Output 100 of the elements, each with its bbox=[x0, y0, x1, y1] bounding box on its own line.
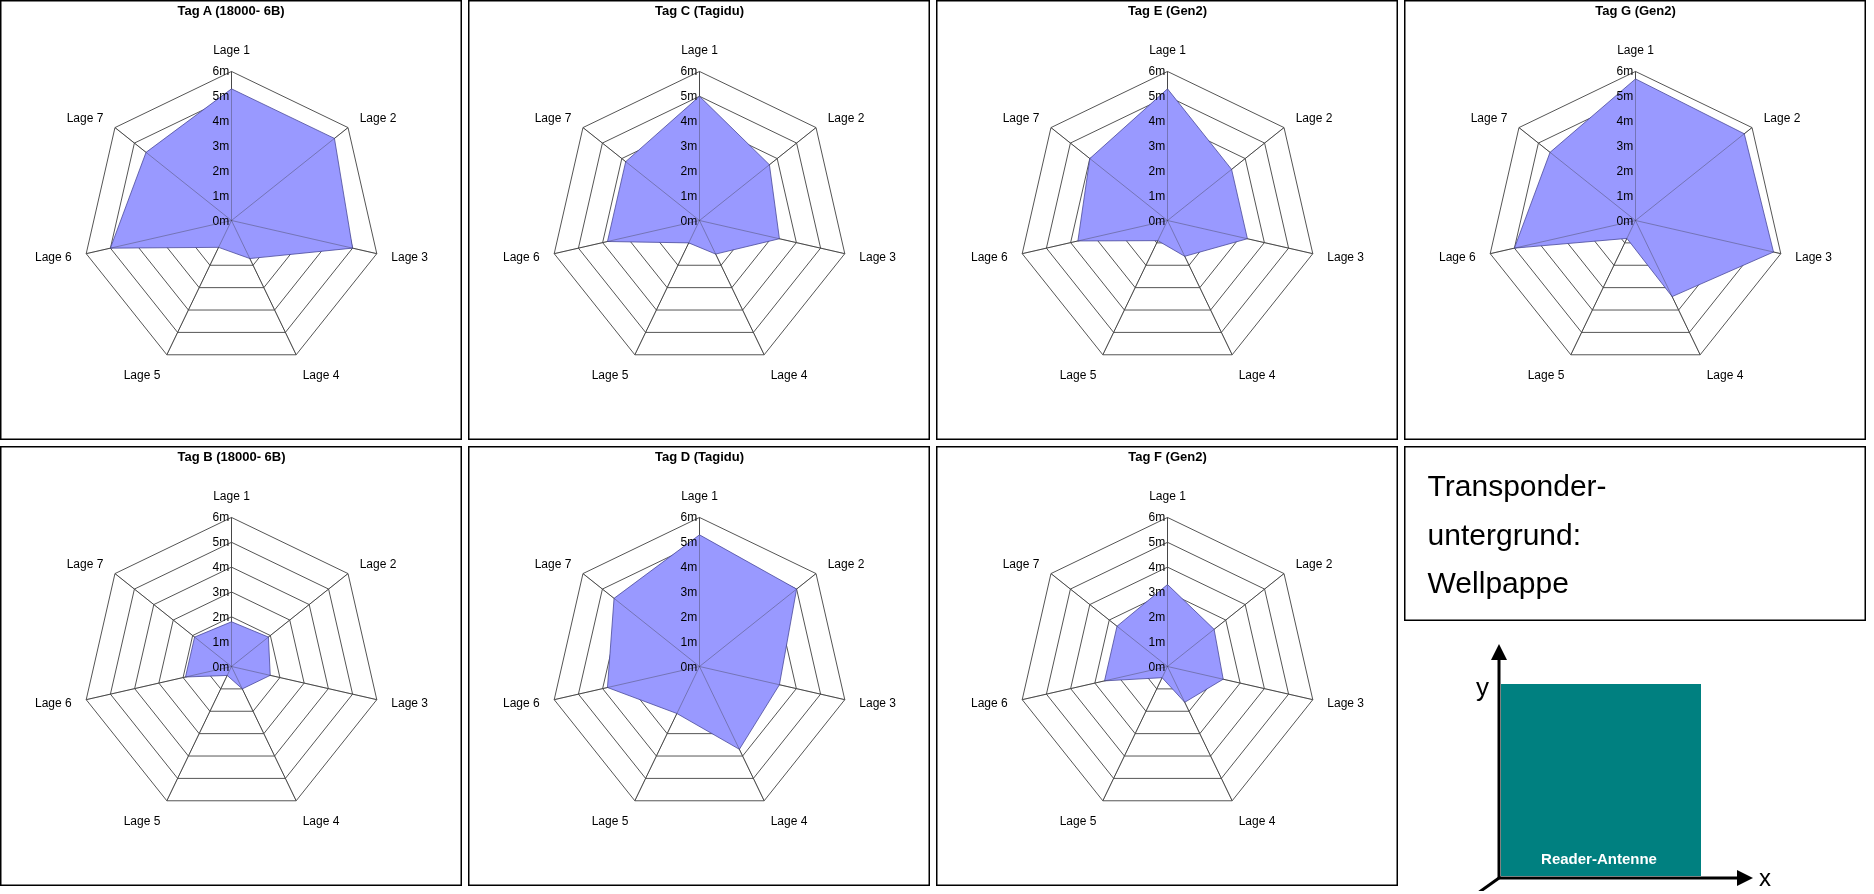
y-tick-label: 6m bbox=[1148, 510, 1166, 525]
y-tick-label: 5m bbox=[680, 535, 698, 550]
spoke-label: Lage 4 bbox=[1238, 814, 1276, 829]
y-tick-label: 6m bbox=[680, 64, 698, 79]
y-tick-label: 4m bbox=[1616, 114, 1634, 129]
y-tick-label: 6m bbox=[680, 510, 698, 525]
y-tick-label: 0m bbox=[680, 213, 698, 228]
y-tick-label: 2m bbox=[212, 163, 230, 178]
chart-title: Tag C (Tagidu) bbox=[654, 3, 745, 19]
spoke-label: Lage 4 bbox=[302, 814, 340, 829]
y-tick-label: 1m bbox=[1616, 188, 1634, 203]
spoke-label: Lage 7 bbox=[66, 557, 104, 572]
y-tick-label: 2m bbox=[1148, 609, 1166, 624]
y-tick-label: 2m bbox=[680, 163, 698, 178]
spoke-label: Lage 3 bbox=[1327, 249, 1365, 264]
y-tick-label: 3m bbox=[212, 138, 230, 153]
text: Wellpappe bbox=[1427, 566, 1569, 600]
spoke-label: Lage 3 bbox=[1327, 695, 1365, 710]
spoke-label: Lage 5 bbox=[1527, 368, 1565, 383]
spoke-label: Lage 6 bbox=[502, 695, 540, 710]
spoke-label: Lage 4 bbox=[770, 814, 808, 829]
spoke-label: Lage 5 bbox=[591, 368, 629, 383]
y-tick-label: 4m bbox=[1148, 114, 1166, 129]
spoke-label: Lage 1 bbox=[1149, 488, 1187, 503]
y-tick-label: 2m bbox=[1616, 163, 1634, 178]
y-tick-label: 4m bbox=[1148, 560, 1166, 575]
y-tick-label: 1m bbox=[212, 188, 230, 203]
spoke-label: Lage 3 bbox=[859, 249, 897, 264]
spoke-label: Lage 7 bbox=[1002, 111, 1040, 126]
y-tick-label: 6m bbox=[1148, 64, 1166, 79]
y-tick-label: 0m bbox=[212, 213, 230, 228]
spoke-label: Lage 1 bbox=[681, 42, 719, 57]
chart-title: Tag E (Gen2) bbox=[1127, 3, 1208, 19]
spoke-label: Lage 1 bbox=[681, 488, 719, 503]
y-tick-label: 4m bbox=[680, 560, 698, 575]
spoke-label: Lage 7 bbox=[534, 557, 572, 572]
y-tick-label: 0m bbox=[212, 659, 230, 674]
y-tick-label: 0m bbox=[1148, 659, 1166, 674]
y-tick-label: 3m bbox=[680, 138, 698, 153]
text: Transponder-untergrund: bbox=[1427, 468, 1607, 551]
y-tick-label: 0m bbox=[680, 659, 698, 674]
spoke-label: Lage 4 bbox=[770, 368, 808, 383]
y-tick-label: 2m bbox=[212, 609, 230, 624]
spoke-label: Lage 7 bbox=[66, 111, 104, 126]
y-tick-label: 4m bbox=[680, 114, 698, 129]
y-tick-label: 3m bbox=[212, 584, 230, 599]
spoke-label: Lage 6 bbox=[970, 695, 1008, 710]
spoke-label: Lage 1 bbox=[213, 488, 251, 503]
y-tick-label: 5m bbox=[680, 89, 698, 104]
y-tick-label: 2m bbox=[680, 609, 698, 624]
y-tick-label: 3m bbox=[1148, 138, 1166, 153]
y-tick-label: 1m bbox=[1148, 634, 1166, 649]
spoke-label: Lage 5 bbox=[123, 814, 161, 829]
y-tick-label: 5m bbox=[1616, 89, 1634, 104]
y-tick-label: 6m bbox=[212, 64, 230, 79]
y-tick-label: 5m bbox=[1148, 89, 1166, 104]
spoke-label: Lage 2 bbox=[359, 557, 397, 572]
spoke-label: Lage 2 bbox=[827, 557, 865, 572]
y-tick-label: 2m bbox=[1148, 163, 1166, 178]
spoke-label: Lage 7 bbox=[534, 111, 572, 126]
y-tick-label: 4m bbox=[212, 114, 230, 129]
text: Reader-Antenne bbox=[1541, 850, 1657, 867]
spoke-label: Lage 1 bbox=[1617, 42, 1655, 57]
y-tick-label: 0m bbox=[1616, 213, 1634, 228]
spoke-label: Lage 5 bbox=[1059, 368, 1097, 383]
spoke-label: Lage 6 bbox=[34, 249, 72, 264]
spoke-label: Lage 1 bbox=[1149, 42, 1187, 57]
y-tick-label: 1m bbox=[680, 188, 698, 203]
spoke-label: Lage 3 bbox=[1795, 249, 1833, 264]
text: y bbox=[1476, 672, 1489, 702]
chart-title: Tag G (Gen2) bbox=[1595, 3, 1676, 19]
y-tick-label: 1m bbox=[212, 634, 230, 649]
spoke-label: Lage 3 bbox=[391, 695, 429, 710]
spoke-label: Lage 3 bbox=[859, 695, 897, 710]
spoke-label: Lage 7 bbox=[1470, 111, 1508, 126]
spoke-label: Lage 1 bbox=[213, 42, 251, 57]
spoke-label: Lage 5 bbox=[123, 368, 161, 383]
y-tick-label: 6m bbox=[212, 510, 230, 525]
text: x bbox=[1759, 864, 1771, 891]
spoke-label: Lage 2 bbox=[359, 111, 397, 126]
spoke-label: Lage 2 bbox=[827, 111, 865, 126]
chart-title: Tag D (Tagidu) bbox=[654, 449, 745, 465]
y-tick-label: 5m bbox=[1148, 535, 1166, 550]
spoke-label: Lage 2 bbox=[1295, 557, 1333, 572]
chart-title: Tag A (18000- 6B) bbox=[177, 3, 285, 19]
spoke-label: Lage 4 bbox=[302, 368, 340, 383]
chart-title: Tag B (18000- 6B) bbox=[177, 449, 286, 465]
spoke-label: Lage 2 bbox=[1763, 111, 1801, 126]
y-tick-label: 5m bbox=[212, 535, 230, 550]
y-tick-label: 3m bbox=[680, 584, 698, 599]
spoke-label: Lage 5 bbox=[1059, 814, 1097, 829]
y-tick-label: 3m bbox=[1148, 584, 1166, 599]
spoke-label: Lage 6 bbox=[970, 249, 1008, 264]
y-tick-label: 4m bbox=[212, 560, 230, 575]
spoke-label: Lage 3 bbox=[391, 249, 429, 264]
y-tick-label: 1m bbox=[680, 634, 698, 649]
y-tick-label: 3m bbox=[1616, 138, 1634, 153]
spoke-label: Lage 5 bbox=[591, 814, 629, 829]
spoke-label: Lage 4 bbox=[1238, 368, 1276, 383]
spoke-label: Lage 6 bbox=[502, 249, 540, 264]
